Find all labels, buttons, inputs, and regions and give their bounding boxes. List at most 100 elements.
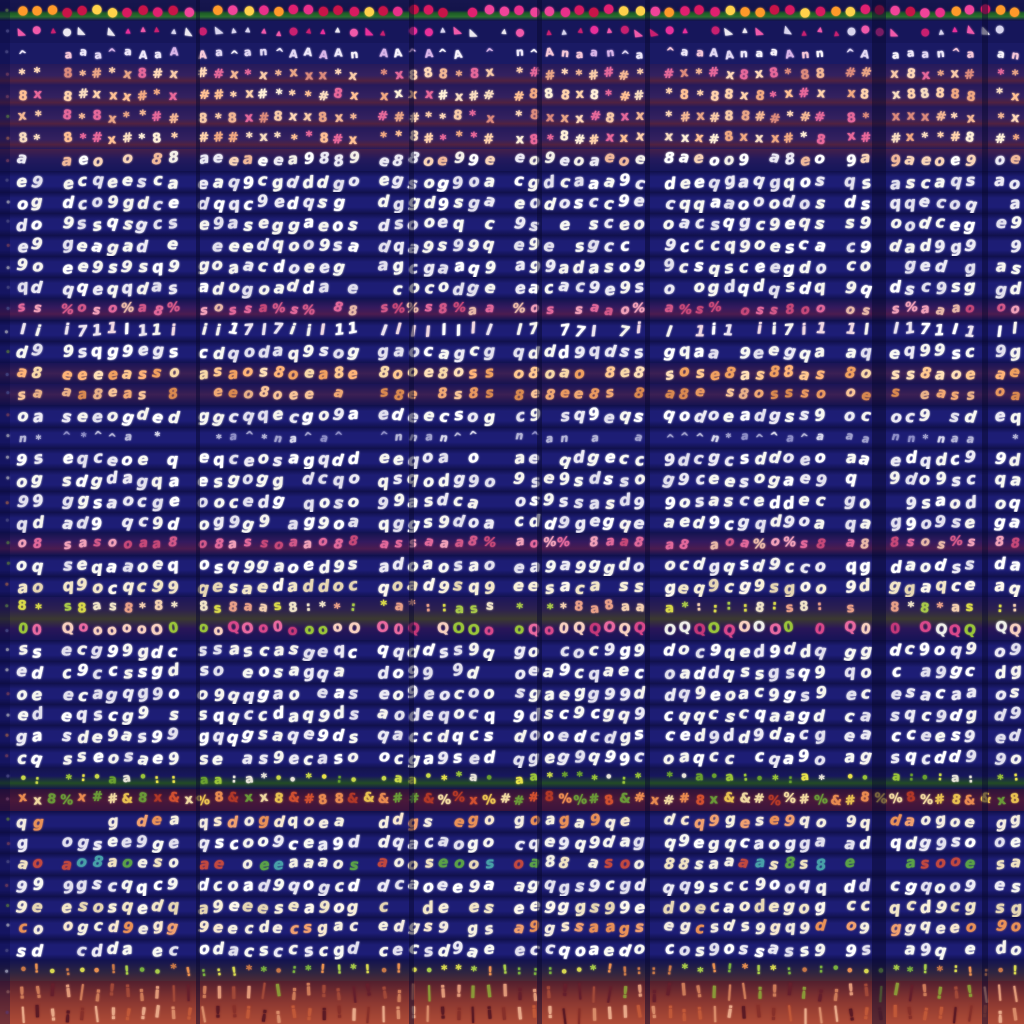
glyph-row: •oqseqaaoeqosq9gaoed9sadoaosaoea9a9ggdoo… [0,554,1024,576]
glyph-cell: ¡ [756,981,765,1001]
glyph-cell: c [512,511,525,531]
glyph-cell: d [994,554,1007,573]
glyph-cell [180,427,196,448]
glyph-cell: s [603,853,614,873]
glyph-cell: s [484,598,495,615]
glyph-cell: o [815,385,826,403]
glyph-cell: | [364,1003,372,1024]
glyph-cell [180,533,196,554]
glyph-cell [360,192,376,213]
glyph-cell: s [951,470,962,491]
glyph-cell: c [694,213,706,233]
glyph-cell: 8 [543,86,554,103]
glyph-cell: a [588,173,600,192]
glyph-cell: ● [813,2,826,19]
glyph-cell: q [604,812,616,832]
glyph-cell: c [695,642,706,662]
glyph-cell: a [783,748,795,768]
glyph-cell: d [707,663,721,683]
glyph-cell: q [858,812,871,832]
glyph-cell: 8 [679,87,690,104]
glyph-cell: ● [617,2,630,18]
glyph-cell: a [708,854,720,874]
glyph-cell: o [662,214,675,234]
glyph-cell: | [1011,983,1020,1003]
glyph-cell: s [31,642,43,662]
glyph-cell: • [153,964,163,980]
glyph-cell [482,662,497,682]
glyph-cell: o [918,469,931,489]
glyph-cell: # [662,792,676,810]
glyph-cell: * [950,110,959,127]
glyph-cell: 8 [544,387,556,404]
glyph-cell: l [499,1004,508,1024]
glyph-cell: a [815,429,824,443]
glyph-cell: A [302,45,313,59]
glyph-cell: s [316,191,329,213]
glyph-cell: s [272,450,283,470]
glyph-cell: q [812,277,827,297]
glyph-cell [361,213,376,234]
glyph-cell: % [949,534,964,550]
glyph-cell: : [937,769,943,784]
glyph-cell: s [272,662,285,683]
glyph-cell: 8 [317,792,329,809]
glyph-cell: o [844,383,856,401]
glyph-cell: s [437,234,449,255]
glyph-cell: ¡ [333,982,343,1002]
glyph-cell: q [212,726,225,746]
glyph-cell: o [619,256,631,276]
glyph-cell: s [755,810,765,830]
glyph-cell: : [425,600,432,616]
glyph-cell: 8 [167,149,180,168]
glyph-cell: e [617,661,630,680]
glyph-row: • ● ● ● ● ● ● ● ● ● ● ● ● ● ● ● ● ● ● ● ● ● ● ● ● ● ● ● ● ● ● ● ● ● ● ● ● ● ● ●… [0,0,1024,22]
glyph-cell: 8 [558,128,570,145]
glyph-cell: ● [543,2,555,19]
glyph-cell: s [136,171,148,192]
glyph-cell: c [107,876,118,896]
glyph-cell: e [708,469,720,489]
glyph-cell: 9 [14,896,29,918]
glyph-cell: q [512,341,525,362]
glyph-cell: q [242,685,255,704]
glyph-cell: % [555,534,571,552]
glyph-cell: s [107,897,118,917]
glyph-cell: a [1009,555,1021,575]
glyph-cell: ◣ [890,27,899,39]
glyph-cell: d [933,554,947,575]
glyph-cell: q [738,278,750,298]
glyph-cell: s [212,362,223,380]
glyph-cell [827,257,844,277]
glyph-cell: e [1008,831,1023,852]
glyph-cell: o [213,491,225,512]
glyph-cell: e [888,343,901,363]
glyph-cell: a [198,277,210,297]
glyph-cell: a [226,536,238,553]
glyph-cell: c [423,341,434,361]
glyph-cell: ● [995,24,1005,36]
glyph-cell: g [271,470,285,491]
glyph-cell [361,834,376,854]
glyph-cell: a [542,661,555,682]
glyph-cell: # [391,790,405,808]
glyph-cell: o [857,491,871,512]
glyph-cell: q [843,170,856,191]
glyph-row: • o g d c o 9 g d c e d q q c 9 ed qs g d g g d 9 s ga e odo s c c 9 e c q… [0,191,1024,214]
glyph-cell: 9 [933,341,946,360]
glyph-cell: ● [91,1,103,16]
glyph-cell: 8 [604,363,616,382]
glyph-cell: 9 [812,405,827,426]
glyph-cell: e [257,213,270,233]
glyph-cell: o [211,661,225,681]
glyph-cell: x [469,793,479,809]
glyph-cell: ^ [302,429,314,444]
glyph-cell [721,299,737,320]
glyph-cell: g [105,684,119,704]
glyph-cell: c [724,748,735,768]
glyph-cell: c [198,343,208,363]
glyph-cell [88,811,106,832]
glyph-cell: e [557,683,572,704]
glyph-cell: * [441,772,448,787]
glyph-cell: 9 [1009,236,1023,256]
